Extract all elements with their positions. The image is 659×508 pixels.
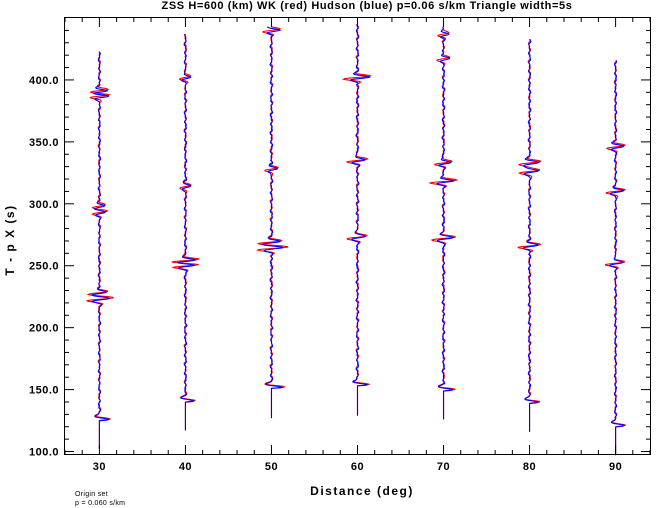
origin-note: Origin set bbox=[75, 491, 108, 498]
hudson-trace-line bbox=[261, 26, 285, 419]
x-tick-label: 50 bbox=[265, 461, 278, 473]
x-tick-label: 90 bbox=[609, 461, 622, 473]
hudson-trace-line bbox=[90, 51, 111, 450]
slowness-note: p = 0.060 s/km bbox=[75, 500, 125, 507]
hudson-trace-line bbox=[522, 39, 541, 432]
trace-60deg bbox=[341, 24, 372, 416]
x-tick-label: 80 bbox=[523, 461, 536, 473]
chart-title: ZSS H=600 (km) WK (red) Hudson (blue) p=… bbox=[162, 0, 573, 12]
hudson-trace-line bbox=[436, 26, 455, 420]
hudson-trace-line bbox=[608, 60, 626, 456]
y-tick-label: 150.0 bbox=[29, 385, 59, 397]
y-tick-label: 400.0 bbox=[29, 75, 59, 87]
hudson-trace-line bbox=[176, 33, 197, 431]
x-axis-label: Distance (deg) bbox=[310, 484, 414, 498]
y-tick-label: 300.0 bbox=[29, 199, 59, 211]
x-tick-label: 40 bbox=[179, 461, 192, 473]
trace-group bbox=[85, 24, 627, 456]
hudson-trace-line bbox=[349, 24, 371, 416]
plot-frame bbox=[64, 17, 651, 455]
trace-40deg bbox=[171, 33, 201, 431]
trace-50deg bbox=[256, 26, 289, 419]
y-tick-label: 250.0 bbox=[29, 261, 59, 273]
tick-group: 30 40 50 60 70 80 90 100.0 150.0 200.0 250.0 300.0 3… bbox=[29, 18, 651, 473]
trace-70deg bbox=[428, 26, 458, 420]
y-tick-label: 200.0 bbox=[29, 323, 59, 335]
x-tick-label: 70 bbox=[437, 461, 450, 473]
x-tick-label: 30 bbox=[93, 461, 106, 473]
trace-90deg bbox=[604, 60, 627, 456]
x-tick-label: 60 bbox=[351, 461, 364, 473]
trace-80deg bbox=[517, 38, 542, 432]
y-tick-label: 100.0 bbox=[29, 447, 59, 459]
y-axis-label: T - p X (s) bbox=[3, 204, 17, 275]
trace-30deg bbox=[85, 51, 114, 450]
y-tick-label: 350.0 bbox=[29, 137, 59, 149]
